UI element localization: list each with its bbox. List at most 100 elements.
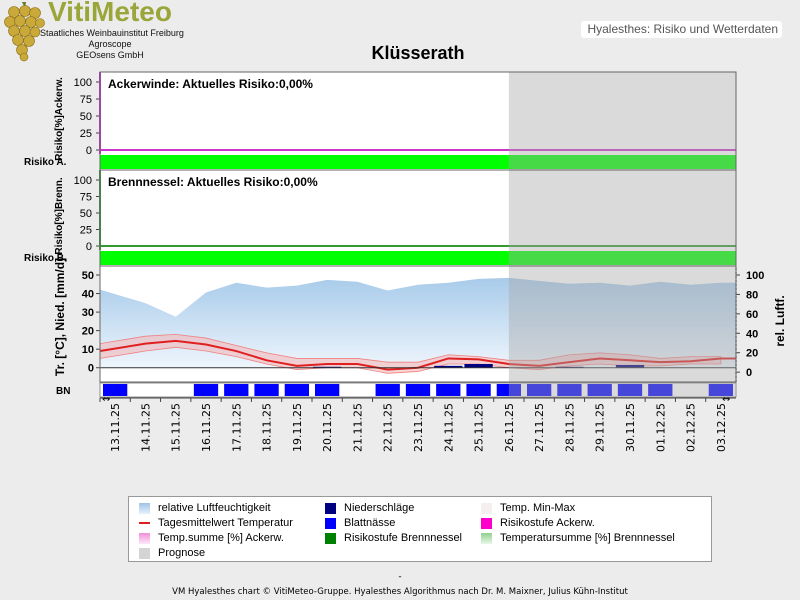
legend-swatch (481, 502, 492, 514)
bn-mark-16 (587, 384, 612, 396)
legend-label: Prognose (158, 547, 206, 559)
risk-band-ackerwinde-11 (433, 155, 464, 169)
risk-band-brennnessel-9 (372, 251, 404, 265)
legend-item: relative Luftfeuchtigkeit (139, 502, 271, 514)
risk-band-ackerwinde-0 (100, 155, 131, 169)
x-tick-label-4: 17.11.25 (230, 403, 243, 452)
y2-tick-label-100: 100 (746, 270, 764, 282)
y-tick-label-ackerwinde-100: 100 (74, 77, 92, 89)
risk-band-brennnessel-4 (221, 251, 252, 265)
legend-item: Temp. Min-Max (481, 502, 575, 514)
y-tick-label-brennnessel-100: 100 (74, 175, 92, 187)
bn-mark-4 (224, 384, 249, 396)
y-tick-label-weather-50: 50 (82, 270, 94, 282)
x-tick-label-10: 23.11.25 (412, 403, 425, 452)
x-tick-label-14: 27.11.25 (533, 403, 546, 452)
y2-tick-label-60: 60 (746, 309, 758, 321)
bn-mark-15 (557, 384, 582, 396)
risk-band-brennnessel-6 (281, 251, 313, 265)
forecast-overlay (508, 72, 736, 397)
legend-swatch (139, 547, 150, 559)
bn-mark-6 (284, 384, 309, 396)
risk-band-ackerwinde-2 (160, 155, 192, 169)
annotation-brennnessel: Brennnessel: Aktuelles Risiko:0,00% (108, 175, 318, 189)
x-tick-label-15: 28.11.25 (563, 403, 576, 452)
scroll-left-icon: ↔ (102, 394, 110, 405)
risk-band-ackerwinde-19 (675, 155, 707, 169)
risk-band-ackerwinde-5 (251, 155, 283, 169)
x-tick-label-9: 22.11.25 (382, 403, 395, 452)
risk-band-brennnessel-17 (614, 251, 646, 265)
logo-title: VitiMeteo (48, 0, 172, 27)
risk-band-ackerwinde-3 (190, 155, 222, 169)
legend-item: Temp.summe [%] Ackerw. (139, 532, 284, 544)
risk-band-ackerwinde-7 (312, 155, 343, 169)
x-tick-label-0: 13.11.25 (109, 403, 122, 452)
bn-mark-18 (648, 384, 673, 396)
risk-band-brennnessel-2 (160, 251, 192, 265)
legend-swatch (325, 532, 336, 544)
x-tick-label-13: 26.11.25 (503, 403, 516, 452)
legend-label: Niederschläge (344, 502, 415, 514)
risk-band-brennnessel-20 (705, 251, 737, 265)
y-tick-label-brennnessel-50: 50 (80, 208, 92, 220)
legend-label: relative Luftfeuchtigkeit (158, 502, 271, 514)
precip-bar-11 (434, 365, 463, 368)
legend-label: Temperatursumme [%] Brennnessel (500, 532, 675, 544)
risk-band-ackerwinde-18 (645, 155, 676, 169)
humidity-area (100, 277, 736, 368)
y2-tick-label-20: 20 (746, 348, 758, 360)
logo-sub-2: Agroscope (88, 39, 132, 49)
legend-item: Niederschläge (325, 502, 414, 514)
page-badge: Hyalesthes: Risiko und Wetterdaten (581, 21, 782, 38)
annotation-ackerwinde: Ackerwinde: Aktuelles Risiko:0,00% (108, 77, 313, 91)
y-tick-label-ackerwinde-50: 50 (80, 111, 92, 123)
weather-y-axis-label: Tr. [°C], Nied. [mm/d] (53, 258, 67, 376)
x-tick-label-19: 02.12.25 (685, 403, 698, 452)
legend-swatch (139, 532, 150, 544)
x-tick-label-17: 30.11.25 (624, 403, 637, 452)
x-tick-label-6: 19.11.25 (291, 403, 304, 452)
y-tick-label-ackerwinde-0: 0 (86, 145, 92, 157)
precip-bar-17 (615, 364, 645, 368)
risk-band-ackerwinde-13 (493, 155, 525, 169)
x-tick-label-16: 29.11.25 (594, 403, 607, 452)
x-tick-label-2: 15.11.25 (170, 403, 183, 452)
risk-band-ackerwinde-12 (463, 155, 495, 169)
legend-swatch (325, 517, 336, 529)
y-tick-label-weather-40: 40 (82, 289, 94, 301)
legend-label: Temp. Min-Max (500, 502, 576, 514)
legend-item: Blattnässe (325, 517, 395, 529)
risk-band-brennnessel-3 (190, 251, 222, 265)
chart-title: Klüsserath (371, 43, 465, 63)
band-label-ackerwinde: Risiko A. (24, 157, 67, 168)
y-tick-label-brennnessel-0: 0 (86, 241, 92, 253)
legend-swatch (481, 532, 492, 544)
bn-mark-9 (375, 384, 400, 396)
legend-label: Tagesmittelwert Temperatur (158, 517, 293, 529)
risk-band-brennnessel-5 (251, 251, 283, 265)
y-tick-label-brennnessel-25: 25 (80, 225, 92, 237)
risk-band-ackerwinde-16 (584, 155, 616, 169)
legend-label: Temp.summe [%] Ackerw. (158, 532, 284, 544)
legend-swatch (481, 517, 492, 529)
risk-band-brennnessel-8 (342, 251, 374, 265)
risk-band-brennnessel-16 (584, 251, 616, 265)
x-tick-label-8: 21.11.25 (351, 403, 364, 452)
legend-swatch (139, 502, 150, 514)
risk-band-brennnessel-14 (524, 251, 555, 265)
precip-bar-12 (464, 364, 493, 368)
legend-label: Risikostufe Brennnessel (344, 532, 463, 544)
y2-tick-label-40: 40 (746, 328, 758, 340)
risk-band-brennnessel-13 (493, 251, 525, 265)
risk-band-brennnessel-15 (554, 251, 586, 265)
risk-band-ackerwinde-10 (402, 155, 434, 169)
risk-band-ackerwinde-6 (281, 155, 313, 169)
y-axis-label-brennnessel: Risiko[%]Brenn. (54, 177, 65, 254)
risk-band-ackerwinde-4 (221, 155, 252, 169)
y-tick-label-weather-0: 0 (88, 363, 94, 375)
y-tick-label-ackerwinde-75: 75 (80, 94, 92, 106)
mean-temp-line (99, 339, 736, 371)
y2-tick-label-0: 0 (746, 367, 752, 379)
bn-mark-12 (466, 384, 491, 396)
